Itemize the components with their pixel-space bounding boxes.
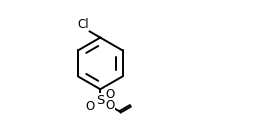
Text: Cl: Cl [77,18,89,31]
Text: S: S [96,94,105,107]
Text: O: O [106,88,115,101]
Text: O: O [106,99,115,112]
Text: O: O [86,100,95,113]
